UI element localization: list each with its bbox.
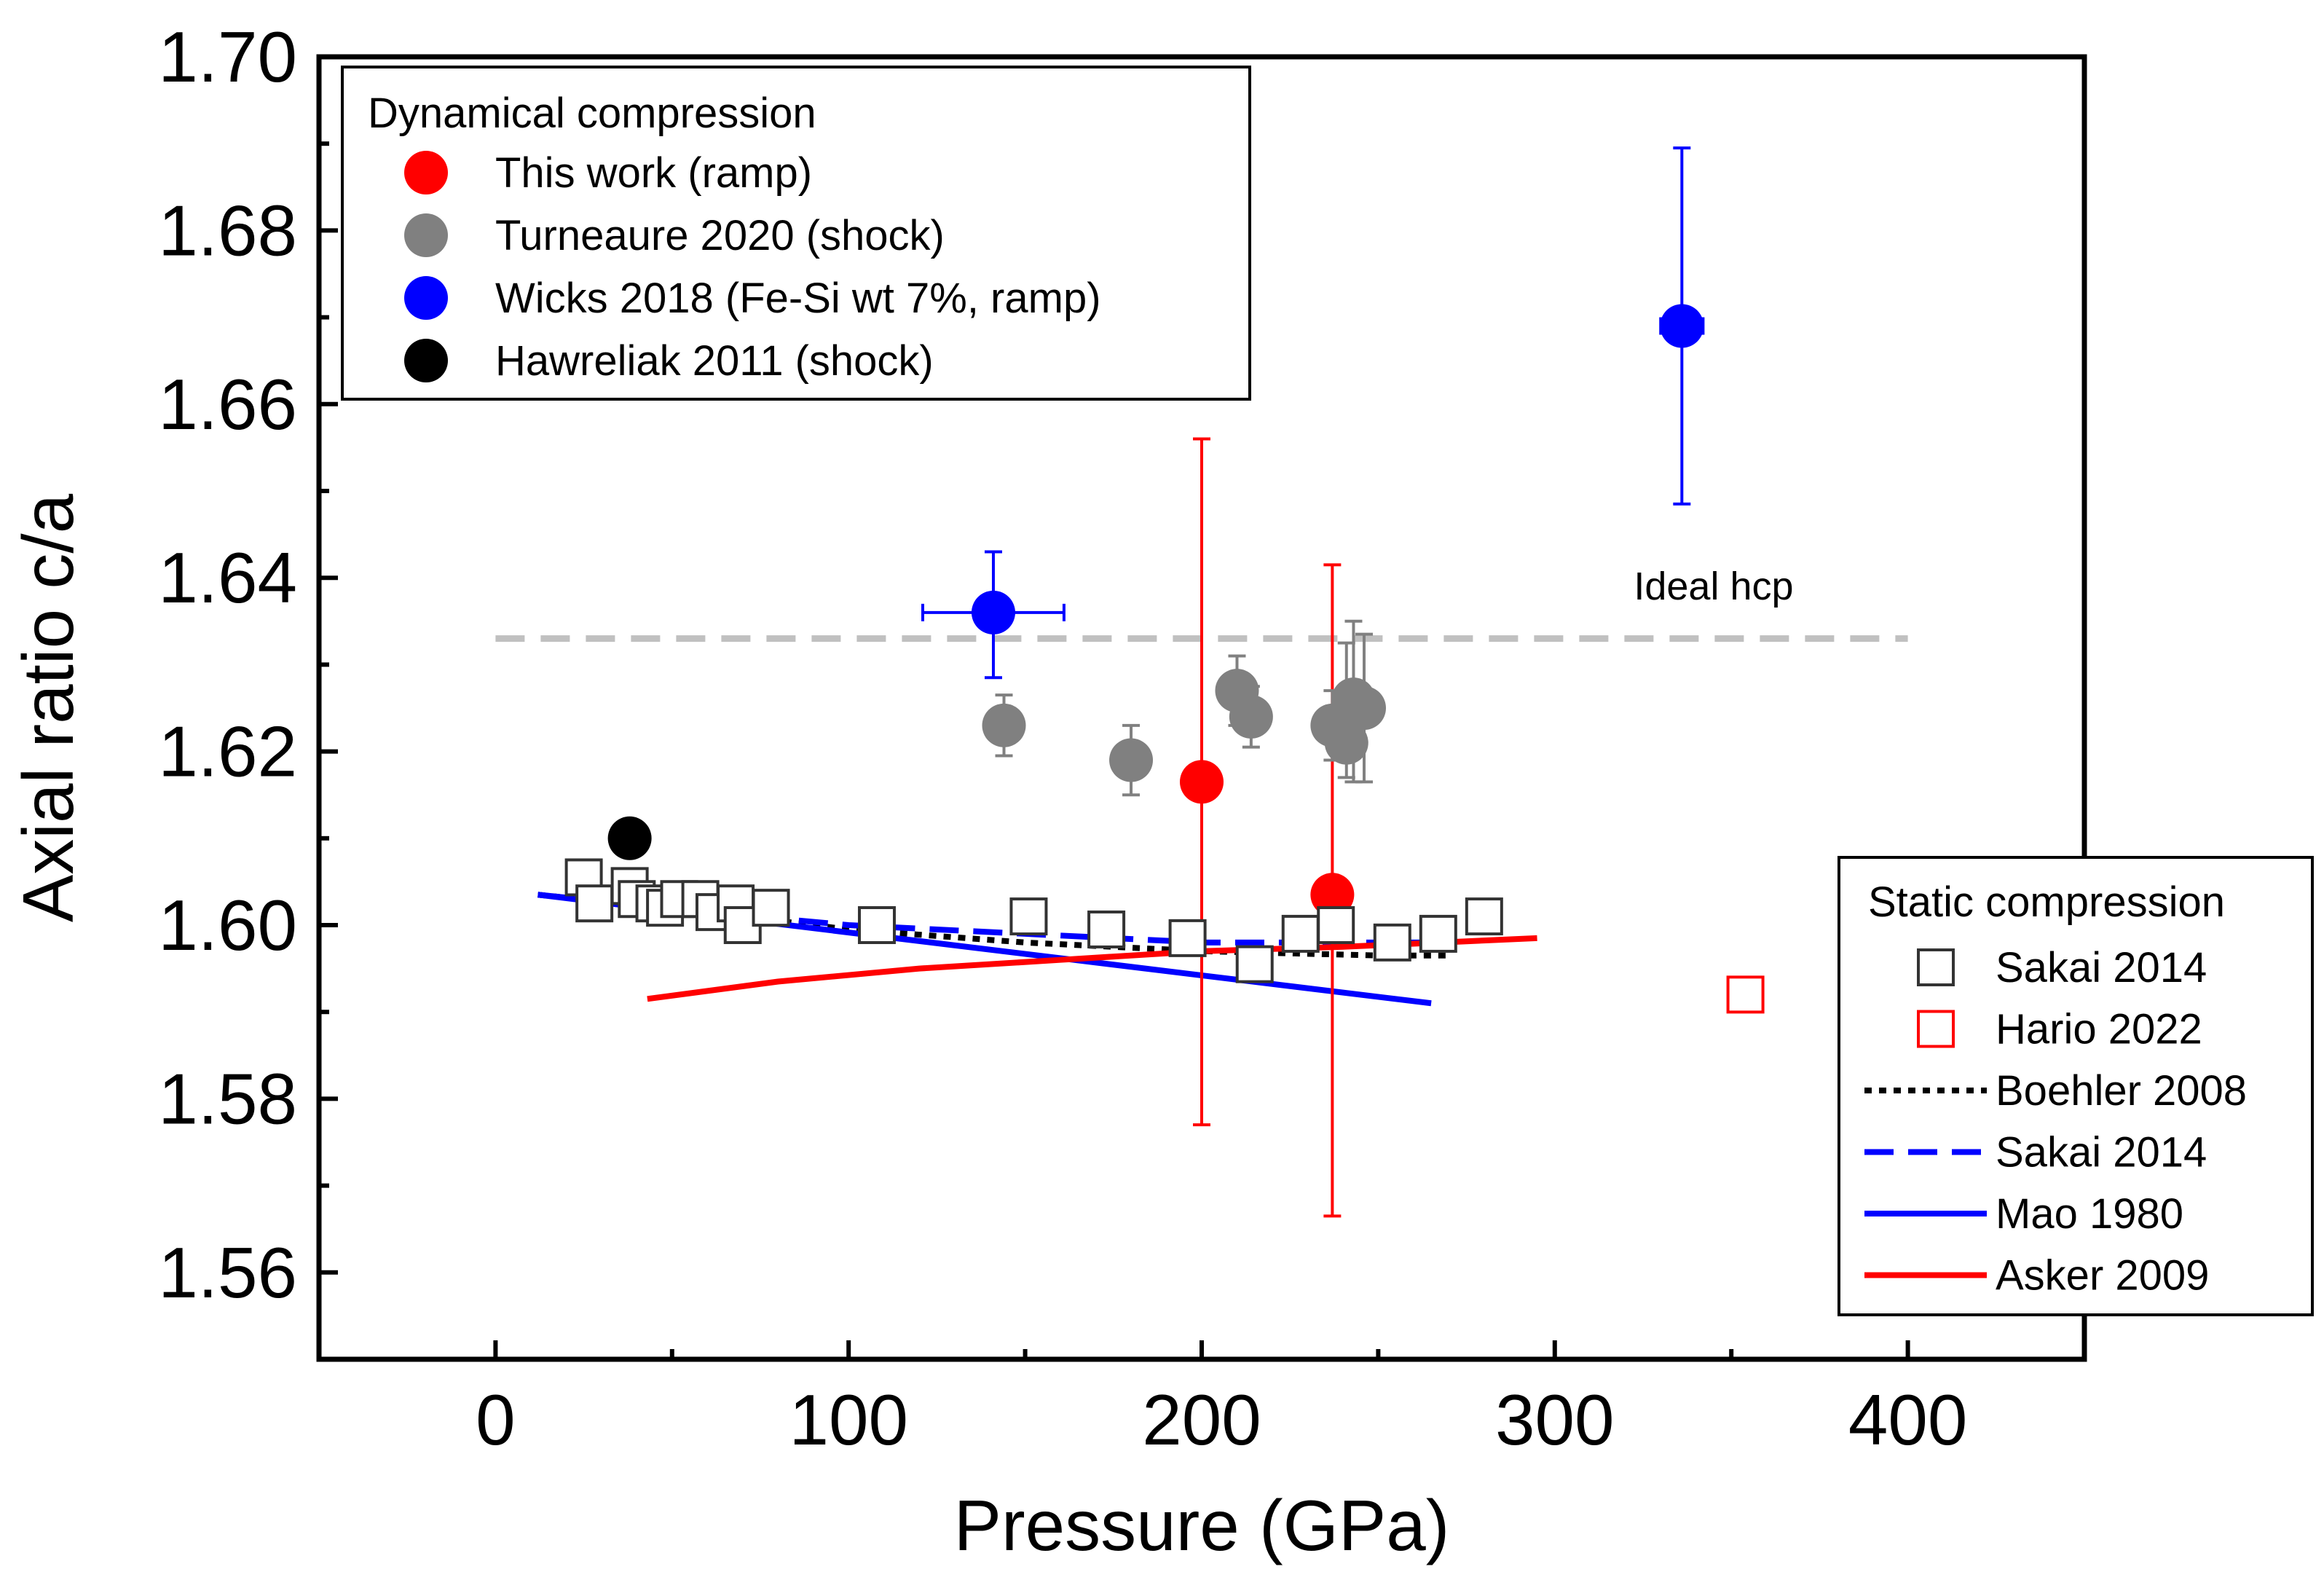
legend-static-marker [1917,1010,1955,1048]
point-turneaure-2020-shock- [1109,738,1154,782]
legend-static-box [1837,856,2314,1316]
legend-static-marker [1917,948,1955,986]
y-tick-label: 1.70 [158,17,297,97]
legend-static-entry: Sakai 2014 [1996,1129,2207,1176]
legend-static-entry: Sakai 2014 [1996,944,2207,991]
point-sakai-2014 [575,884,614,923]
legend-dynamic-box [341,66,1251,401]
plot-marks [495,146,1908,1218]
point-sakai-2014 [752,889,790,927]
point-sakai-2014 [1281,914,1320,953]
x-tick-label: 0 [476,1380,516,1460]
y-tick-label: 1.56 [158,1233,297,1313]
point-turneaure-2020-shock- [1342,686,1387,730]
point-turneaure-2020-shock- [1229,694,1273,739]
point-sakai-2014 [1373,923,1411,962]
point-wicks-2018-fe-si-wt-7-ramp- [971,590,1015,634]
legend-dynamic-marker [404,339,448,382]
point-sakai-2014 [1168,919,1207,957]
point-hario-2022 [1726,975,1765,1014]
legend-dynamic-title: Dynamical compression [368,90,816,137]
legend-static-entry: Mao 1980 [1996,1190,2183,1238]
legend-dynamic: Dynamical compression This work (ramp) Tur… [341,66,1251,401]
x-tick-label: 400 [1848,1380,1968,1460]
point-sakai-2014 [1465,897,1503,936]
legend-dynamic-entry: This work (ramp) [495,149,812,197]
y-tick-label: 1.62 [158,712,297,792]
legend-dynamic-entry: Turneaure 2020 (shock) [495,212,945,259]
legend-dynamic-entry: Wicks 2018 (Fe-Si wt 7%, ramp) [495,275,1101,322]
point-hawreliak-2011-shock- [607,816,652,860]
x-tick-label: 100 [789,1380,908,1460]
y-tick-label: 1.64 [158,538,297,618]
legend-dynamic-marker [404,213,448,257]
point-sakai-2014 [1087,910,1126,948]
point-turneaure-2020-shock- [982,703,1026,747]
y-tick-label: 1.58 [158,1058,297,1139]
legend-dynamic-marker [404,276,448,320]
y-axis-title: Axial ratio c/a [8,493,88,922]
legend-dynamic-marker [404,151,448,194]
x-tick-label: 300 [1495,1380,1615,1460]
point-turneaure-2020-shock- [1324,720,1368,765]
y-tick-label: 1.66 [158,364,297,444]
y-tick-label: 1.60 [158,885,297,965]
x-axis-title: Pressure (GPa) [954,1485,1450,1565]
point-sakai-2014 [1317,906,1355,944]
legend-static-entry: Asker 2009 [1996,1252,2209,1300]
legend-dynamic-entry: Hawreliak 2011 (shock) [495,337,934,385]
legend-static-entry: Boehler 2008 [1996,1067,2247,1115]
axis-ticks: 0 100 200 300 400 1.56 1.58 1.60 1.62 1.64 1.66 1.6… [158,17,2087,1460]
x-tick-label: 200 [1142,1380,1261,1460]
point-sakai-2014 [1009,897,1048,936]
legend-static: Static compression Sakai 2014 Hario 2022 Bo… [1837,856,2314,1316]
point-wicks-2018-fe-si-wt-7-ramp- [1660,304,1704,348]
y-tick-label: 1.68 [158,190,297,270]
point-sakai-2014 [857,906,896,944]
point-this-work-ramp- [1310,873,1355,917]
ideal-hcp-annotation: Ideal hcp [1634,565,1793,608]
legend-static-title: Static compression [1868,878,2225,926]
point-sakai-2014 [1235,945,1274,983]
series-line-asker-2009 [647,935,1537,1002]
point-this-work-ramp- [1180,760,1224,804]
point-sakai-2014 [1419,914,1457,953]
legend-static-entry: Hario 2022 [1996,1006,2202,1053]
